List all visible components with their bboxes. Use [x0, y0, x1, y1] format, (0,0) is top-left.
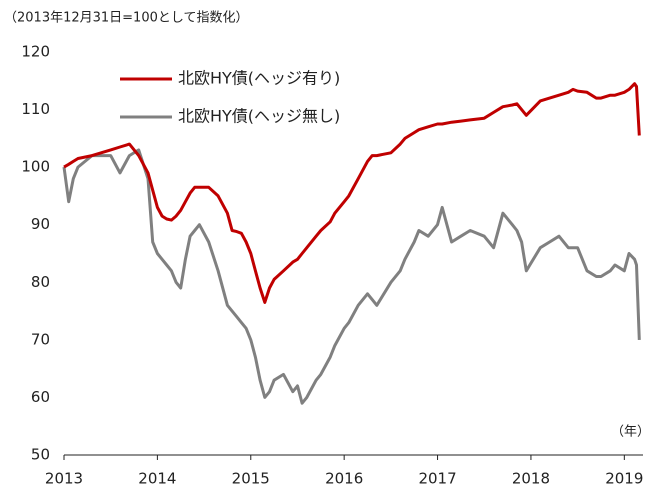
y-tick-label: 110	[21, 100, 50, 118]
legend-label: 北欧HY債(ヘッジ無し)	[178, 107, 340, 126]
x-tick-label: 2015	[232, 470, 270, 488]
note: （2013年12月31日=100として指数化）	[4, 11, 248, 26]
x-tick-label: 2016	[325, 470, 363, 488]
x-tick-label: 2014	[138, 470, 176, 488]
x-tick-label: 2013	[45, 470, 83, 488]
x-tick-label: 2018	[512, 470, 550, 488]
x-unit: （年）	[611, 425, 650, 440]
y-tick-label: 120	[21, 43, 50, 61]
series-line	[63, 82, 641, 304]
x-tick-label: 2019	[605, 470, 643, 488]
x-tick-label: 2017	[418, 470, 456, 488]
y-tick-label: 90	[31, 215, 50, 233]
y-tick-label: 80	[31, 273, 50, 291]
y-tick-label: 70	[31, 330, 50, 348]
y-tick-label: 100	[21, 158, 50, 176]
y-tick-label: 50	[31, 446, 50, 464]
series-line	[62, 148, 641, 405]
legend-label: 北欧HY債(ヘッジ有り)	[178, 69, 340, 88]
y-tick-label: 60	[31, 388, 50, 406]
